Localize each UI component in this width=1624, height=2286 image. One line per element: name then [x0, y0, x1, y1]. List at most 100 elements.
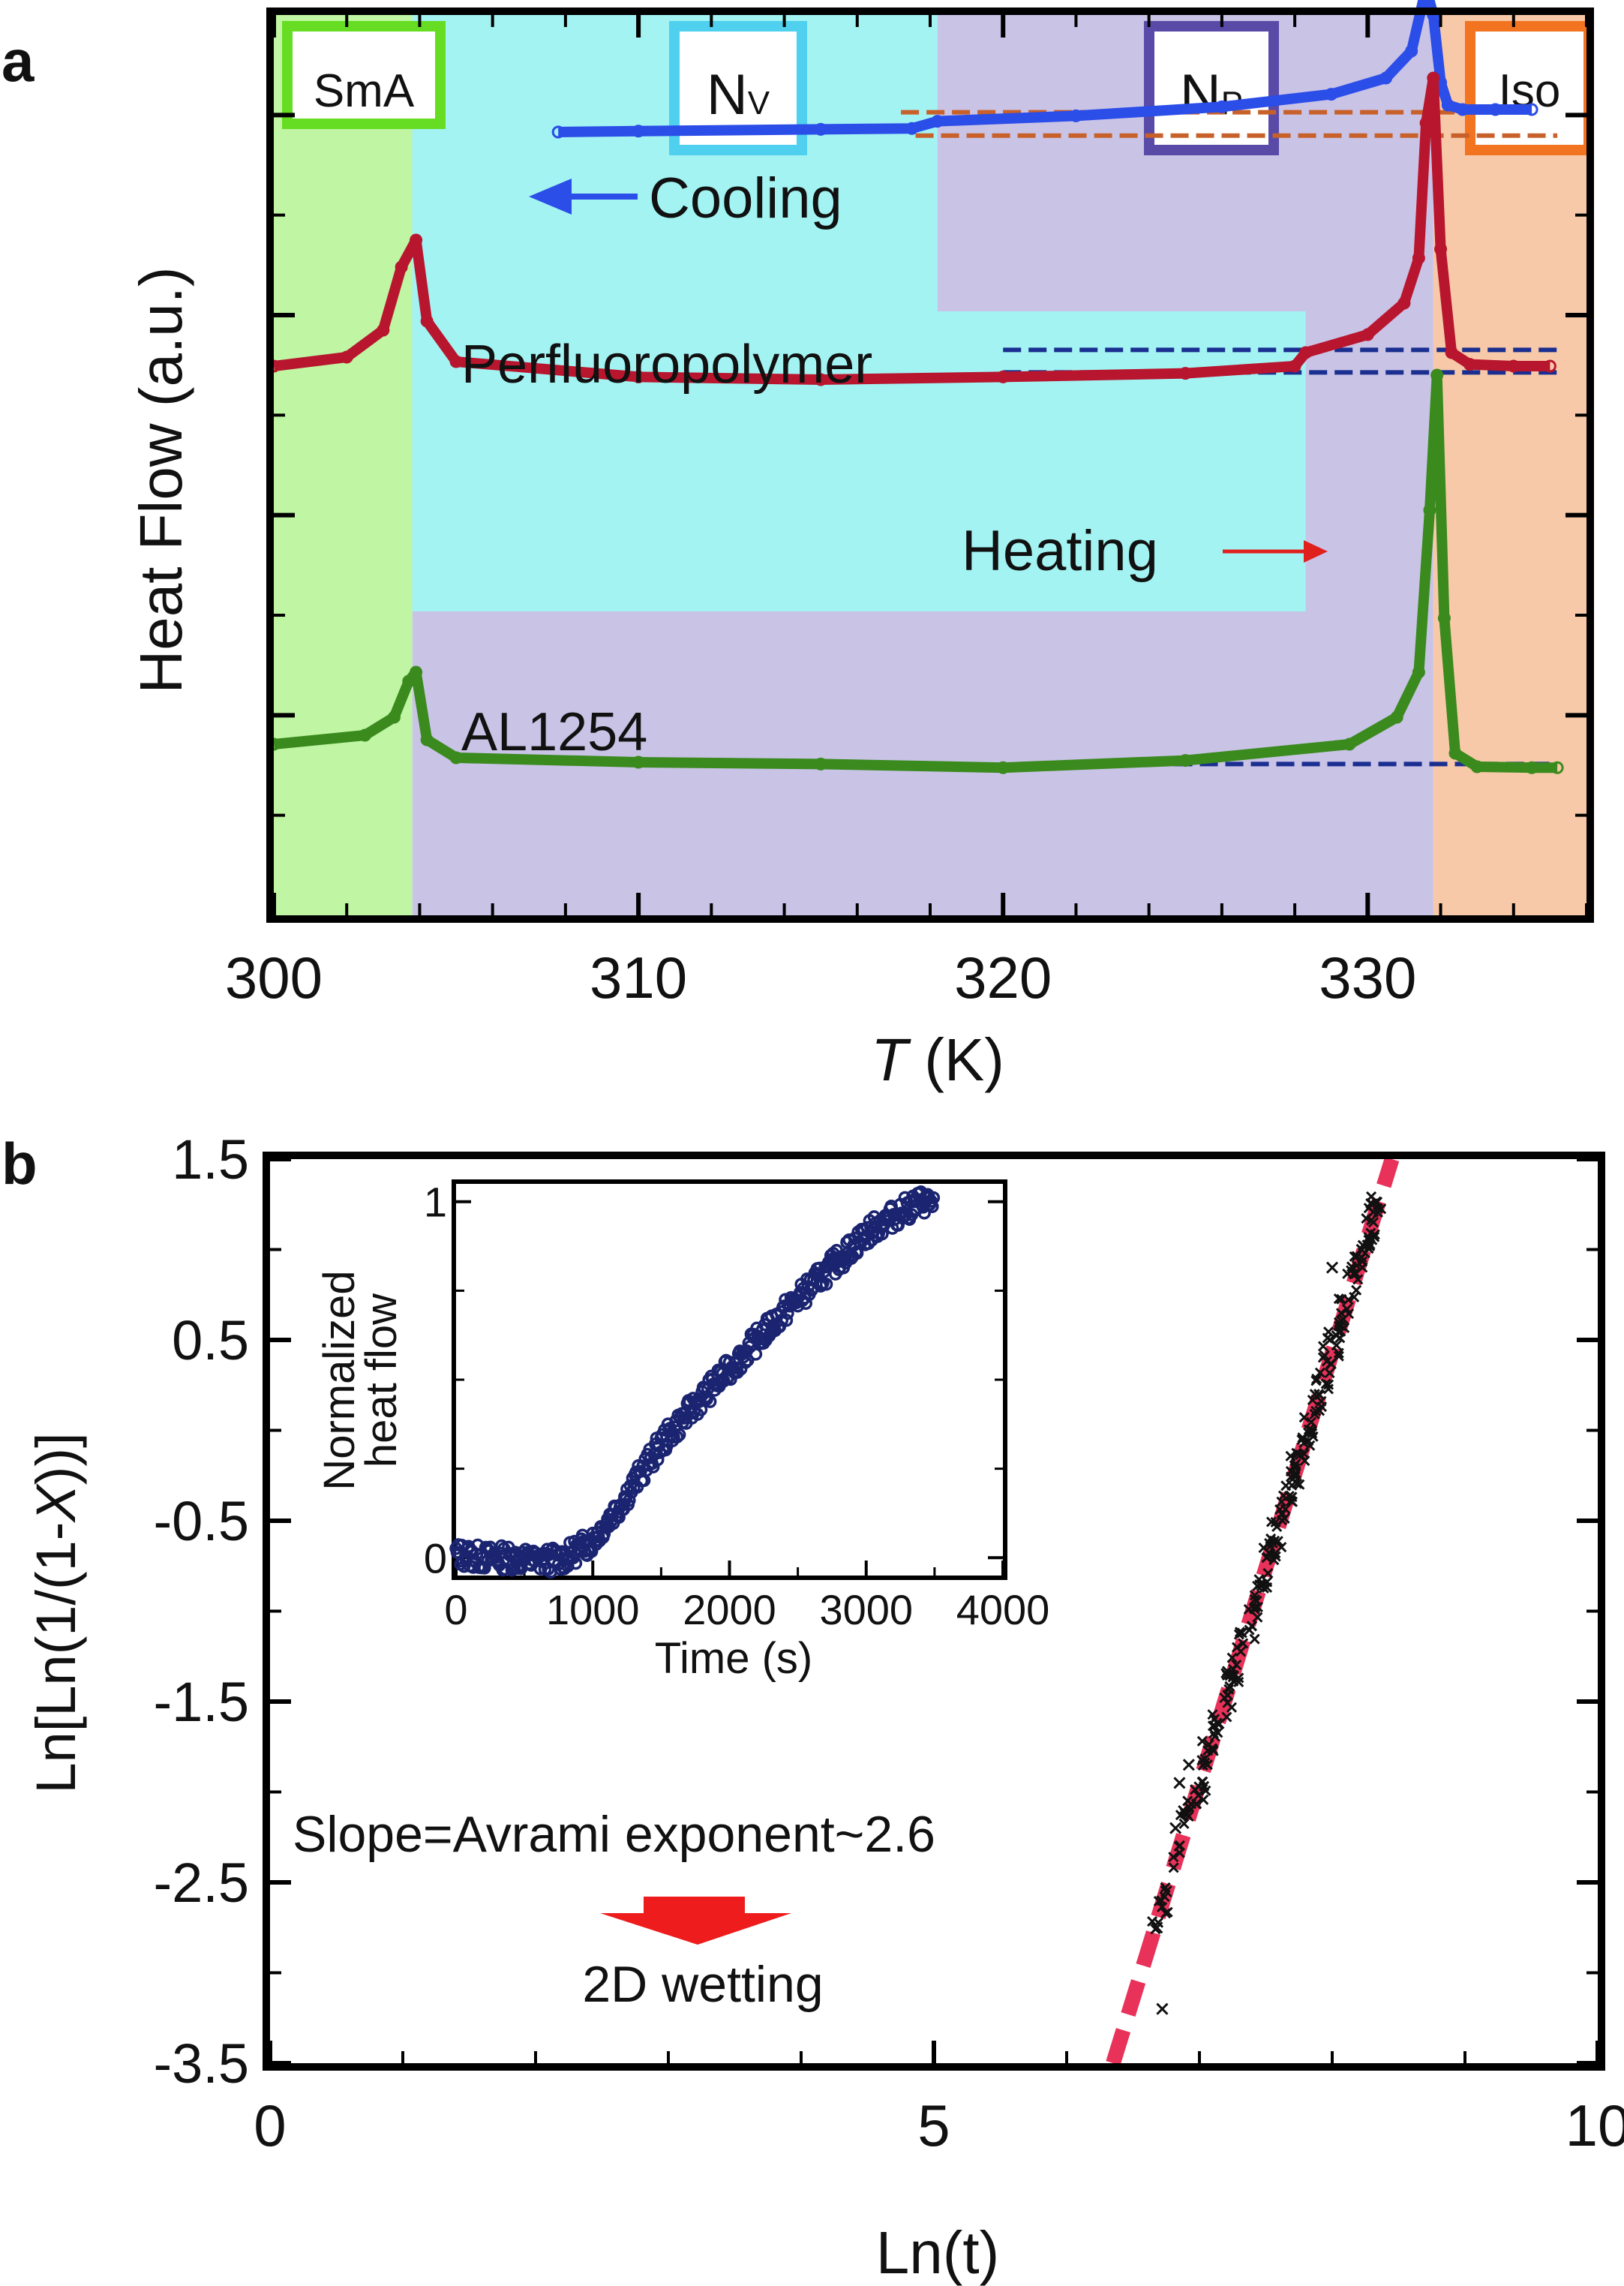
b-y-tick-label: 0.5 — [172, 1309, 249, 1371]
perfluoropolymer-annotation: Perfluoropolymer — [461, 335, 872, 395]
data-point — [1276, 1515, 1288, 1526]
data-point — [1196, 1735, 1208, 1747]
data-point — [1298, 1437, 1310, 1449]
data-point-stroke — [1249, 1602, 1260, 1613]
data-point — [1180, 1807, 1191, 1819]
data-point — [1198, 1794, 1209, 1805]
series-point — [1427, 71, 1440, 85]
x-tick-label: 330 — [1319, 945, 1416, 1011]
nv-phase-letter: N — [707, 63, 748, 127]
data-point — [1316, 1401, 1328, 1413]
slope-annotation: Slope=Avrami exponent~2.6 — [293, 1806, 935, 1863]
data-point-stroke — [1319, 1350, 1330, 1361]
inset-data-point — [749, 1347, 763, 1361]
series-point — [1445, 346, 1458, 359]
data-point — [1325, 1334, 1336, 1345]
panel-b-data-points — [1147, 1191, 1387, 2015]
data-point — [1285, 1450, 1296, 1461]
data-point-stroke — [1198, 1794, 1209, 1805]
data-point — [1320, 1378, 1331, 1389]
data-point — [1168, 1862, 1179, 1873]
data-point — [1314, 1389, 1325, 1401]
series-point — [1441, 98, 1454, 112]
data-point-stroke — [1169, 1822, 1182, 1834]
data-point-stroke — [1196, 1735, 1208, 1747]
data-point — [1249, 1594, 1260, 1605]
data-point — [1162, 1906, 1173, 1918]
data-point — [1305, 1425, 1316, 1437]
data-point — [1361, 1213, 1372, 1224]
data-point — [1153, 1896, 1164, 1907]
series-point — [632, 125, 645, 138]
data-point-stroke — [1351, 1251, 1362, 1262]
data-point-stroke — [1322, 1383, 1334, 1395]
series-point — [632, 370, 645, 383]
inset-data-point — [672, 1428, 686, 1442]
iso-phase-box — [1465, 21, 1594, 155]
series-point — [814, 122, 827, 136]
data-point-stroke — [1212, 1727, 1223, 1738]
series-point — [1288, 359, 1301, 373]
data-point-stroke — [1351, 1284, 1362, 1296]
data-point-stroke — [1280, 1480, 1292, 1491]
series-line — [273, 73, 1550, 385]
panel-a-plot-frame — [266, 8, 1594, 923]
data-point-stroke — [1233, 1629, 1244, 1640]
data-point — [1249, 1590, 1260, 1601]
data-point-stroke — [1226, 1652, 1238, 1663]
series-point — [1178, 754, 1192, 768]
b-y-tick-label: -1.5 — [153, 1671, 249, 1733]
series-point — [1423, 503, 1436, 517]
data-point — [1335, 1320, 1346, 1332]
data-point-stroke — [1325, 1359, 1337, 1370]
al1254-annotation: AL1254 — [461, 702, 647, 762]
series-point — [1448, 746, 1462, 760]
inset-data-point — [926, 1200, 939, 1213]
panel-a-axis-ticks: 300 310 320 330 — [225, 15, 1588, 1011]
data-point-stroke — [1372, 1203, 1383, 1214]
heating-annotation: Heating — [962, 519, 1158, 583]
panel-a-xlabel-variable: T — [871, 1026, 911, 1093]
data-point-stroke — [1226, 1702, 1238, 1713]
data-point-stroke — [1173, 1777, 1186, 1789]
data-point — [1156, 1895, 1167, 1906]
series-point — [632, 755, 645, 769]
data-point — [1325, 1359, 1337, 1370]
data-point-stroke — [1270, 1548, 1281, 1559]
data-point — [1311, 1373, 1322, 1385]
data-point-stroke — [1160, 1885, 1172, 1898]
data-point-stroke — [1333, 1293, 1344, 1305]
data-point-stroke — [1288, 1469, 1300, 1481]
nv-phase-label: NV — [707, 63, 770, 127]
data-point — [1173, 1777, 1186, 1789]
series-point — [449, 751, 463, 765]
series-point — [1525, 761, 1538, 774]
inset-ylabel-line2: heat flow — [357, 1293, 406, 1467]
data-point-stroke — [1224, 1670, 1235, 1681]
data-point — [1343, 1308, 1355, 1320]
data-point-stroke — [1309, 1389, 1320, 1400]
data-point-stroke — [1199, 1753, 1211, 1765]
data-point — [1333, 1293, 1344, 1305]
series-point — [1379, 71, 1393, 85]
data-point-stroke — [1265, 1541, 1276, 1552]
x-tick-label: 300 — [225, 945, 323, 1011]
data-point-stroke — [1298, 1448, 1310, 1460]
data-point-stroke — [1350, 1268, 1361, 1279]
data-point-stroke — [1331, 1340, 1342, 1351]
series-point — [1215, 100, 1229, 113]
inset-y-tick-label: 0 — [424, 1534, 447, 1582]
panel-b-ylabel-variable: X — [25, 1483, 87, 1524]
data-point — [1228, 1670, 1240, 1681]
data-point-stroke — [1272, 1536, 1283, 1547]
wetting-annotation: 2D wetting — [582, 1956, 823, 2013]
data-point — [1288, 1469, 1300, 1481]
data-point — [1246, 1621, 1257, 1632]
data-point — [1290, 1458, 1301, 1470]
data-point-stroke — [1280, 1503, 1291, 1515]
data-point-stroke — [1223, 1684, 1235, 1695]
data-point — [1324, 1367, 1335, 1379]
data-point — [1307, 1394, 1318, 1406]
data-point — [1234, 1627, 1245, 1638]
data-point-stroke — [1364, 1240, 1376, 1252]
